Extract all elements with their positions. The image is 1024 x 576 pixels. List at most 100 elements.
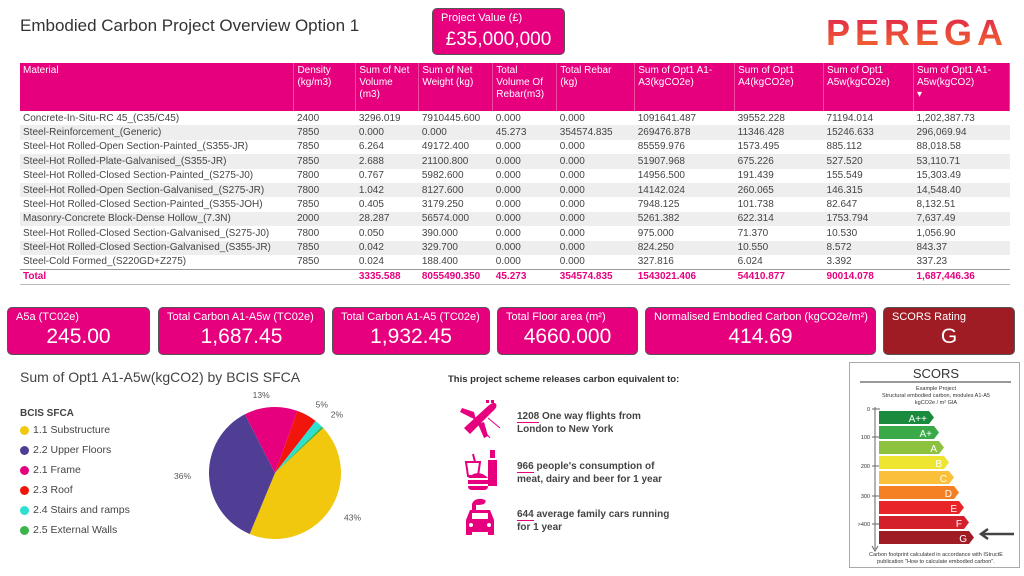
kpi-value: 245.00 — [46, 325, 111, 348]
table-cell: Masonry-Concrete Block-Dense Hollow_(7.3… — [20, 211, 294, 227]
legend-label: 2.1 Frame — [33, 464, 81, 476]
table-cell: 0.000 — [355, 125, 419, 140]
column-header[interactable]: Sum of Opt1 A5w(kgCO2e) — [823, 63, 914, 111]
pie-chart[interactable]: 43% 36% 13% 5%2% — [170, 390, 370, 560]
table-cell: 0.050 — [358, 227, 384, 239]
scors-band-label: E — [950, 504, 957, 515]
table-cell: Steel-Hot Rolled-Open Section-Painted_(S… — [23, 141, 249, 153]
scors-band — [879, 516, 969, 529]
pie-slice[interactable] — [275, 410, 316, 473]
column-header-label: Total Volume Of Rebar(m3) — [496, 65, 545, 100]
equivalent-text: for 1 year — [517, 522, 563, 533]
table-cell: 10.550 — [734, 240, 824, 255]
column-header[interactable]: Sum of Opt1 A4(kgCO2e) — [734, 63, 825, 111]
table-cell: Steel-Hot Rolled-Closed Section-Galvanis… — [23, 227, 270, 239]
table-cell: 0.000 — [492, 240, 557, 255]
scors-band-label: D — [945, 489, 952, 500]
total-cell: 3335.588 — [355, 268, 419, 285]
equivalents-heading: This project scheme releases carbon equi… — [448, 374, 680, 385]
scors-text: kgCO2e / m² GIA — [915, 400, 958, 406]
equivalent-text: London to New York — [517, 424, 614, 435]
column-header[interactable]: Material — [20, 63, 295, 111]
total-cell: 90014.078 — [823, 268, 914, 285]
pie-slice[interactable] — [209, 414, 275, 534]
table-cell: 7850 — [296, 199, 320, 211]
table-cell: 71194.014 — [826, 112, 874, 124]
kpi-card: Normalised Embodied Carbon (kgCO2e/m²) 41… — [645, 307, 876, 355]
table-cell: 6.264 — [358, 141, 384, 153]
column-header[interactable]: Total Rebar (kg) — [556, 63, 636, 111]
table-cell: 0.000 — [492, 211, 557, 227]
equivalent-text: meat, dairy and beer for 1 year — [517, 474, 663, 485]
table-cell: 1.042 — [355, 182, 419, 198]
table-cell: 0.000 — [559, 227, 585, 239]
column-header[interactable]: Total Volume Of Rebar(m3) — [492, 63, 558, 111]
equivalent-item: 1208 One way flights from London to New Y… — [517, 410, 707, 436]
column-header[interactable]: Density (kg/m3) — [293, 63, 357, 111]
equivalent-number: 1208 — [517, 411, 540, 423]
scors-band — [879, 471, 954, 484]
legend-marker — [20, 465, 29, 475]
legend-item[interactable]: 2.4 Stairs and ramps — [20, 504, 130, 516]
sort-descending-icon[interactable]: ▾ — [916, 89, 923, 100]
pie-slice[interactable] — [275, 426, 324, 473]
table-cell: 7850 — [293, 125, 356, 140]
table-cell: 0.000 — [556, 182, 635, 198]
table-cell: 0.405 — [358, 199, 384, 211]
table-cell: 0.000 — [495, 256, 521, 268]
rating-pointer-arrow-icon — [978, 527, 1014, 541]
scors-band-label: B — [935, 459, 942, 470]
legend-item[interactable]: 2.5 External Walls — [20, 524, 117, 536]
table-cell: 7948.125 — [637, 199, 680, 211]
equivalent-text: average family cars running — [533, 509, 670, 520]
axis-tick-label: 0 — [867, 407, 870, 413]
page-title: Embodied Carbon Project Overview Option … — [20, 16, 360, 35]
table-cell: 8,132.51 — [916, 199, 956, 211]
table-cell: Steel-Hot Rolled-Open Section-Galvanised… — [20, 182, 294, 198]
pie-slice[interactable] — [244, 407, 298, 473]
pie-data-label: 13% — [253, 390, 270, 400]
table-cell: 0.000 — [559, 112, 585, 124]
legend-label: 2.4 Stairs and ramps — [33, 504, 130, 516]
table-cell: 390.000 — [421, 227, 458, 239]
table-cell: 7800 — [296, 170, 320, 182]
kpi-label: Normalised Embodied Carbon (kgCO2e/m²) — [654, 311, 868, 323]
legend-item[interactable]: 2.3 Roof — [20, 484, 73, 496]
column-header[interactable]: Sum of Net Weight (kg) — [418, 63, 494, 111]
column-header-label: Sum of Opt1 A4(kgCO2e) — [738, 65, 795, 88]
table-cell: 3179.250 — [421, 199, 464, 211]
scors-band — [879, 486, 959, 499]
legend-item[interactable]: 1.1 Substructure — [20, 424, 110, 436]
table-cell: 1091641.487 — [637, 112, 697, 124]
table-cell: 14956.500 — [637, 170, 685, 182]
legend-item[interactable]: 2.1 Frame — [20, 464, 81, 476]
table-cell: 39552.228 — [737, 112, 785, 124]
table-cell: 7850 — [293, 154, 356, 169]
scors-band — [879, 411, 934, 424]
column-header[interactable]: Sum of Opt1 A1-A5w(kgCO2) ▾ — [913, 63, 1011, 111]
scors-band — [879, 531, 974, 544]
perega-logo: PEREGA — [826, 12, 1009, 53]
table-cell: 1753.794 — [823, 211, 914, 227]
table-cell: 975.000 — [637, 227, 674, 239]
table-row: Concrete-In-Situ-RC 45_(C35/C45) 2400 3296… — [20, 111, 1010, 125]
table-cell: 327.816 — [637, 256, 674, 268]
legend-label: 2.2 Upper Floors — [33, 444, 112, 456]
total-cell: 54410.877 — [734, 268, 824, 285]
table-cell: 0.000 — [495, 170, 521, 182]
total-cell: Total — [20, 268, 294, 285]
table-row: Steel-Hot Rolled-Closed Section-Galvanis… — [20, 240, 1010, 255]
column-header[interactable]: Sum of Net Volume (m3) — [355, 63, 420, 111]
column-header[interactable]: Sum of Opt1 A1-A3(kgCO2e) — [634, 63, 736, 111]
table-cell: 88,018.58 — [916, 141, 961, 153]
pie-slice[interactable] — [275, 420, 322, 473]
kpi-card: A5a (TC02e) 245.00 — [7, 307, 150, 355]
table-cell: 260.065 — [734, 182, 824, 198]
table-row: Steel-Hot Rolled-Open Section-Galvanised… — [20, 182, 1010, 198]
table-cell: 296,069.94 — [913, 125, 1010, 140]
legend-item[interactable]: 2.2 Upper Floors — [20, 444, 111, 456]
table-cell: 0.000 — [556, 211, 635, 227]
pie-slice[interactable] — [249, 427, 341, 539]
kpi-label: Total Carbon A1-A5 (TC02e) — [341, 311, 480, 323]
scors-band — [879, 426, 939, 439]
